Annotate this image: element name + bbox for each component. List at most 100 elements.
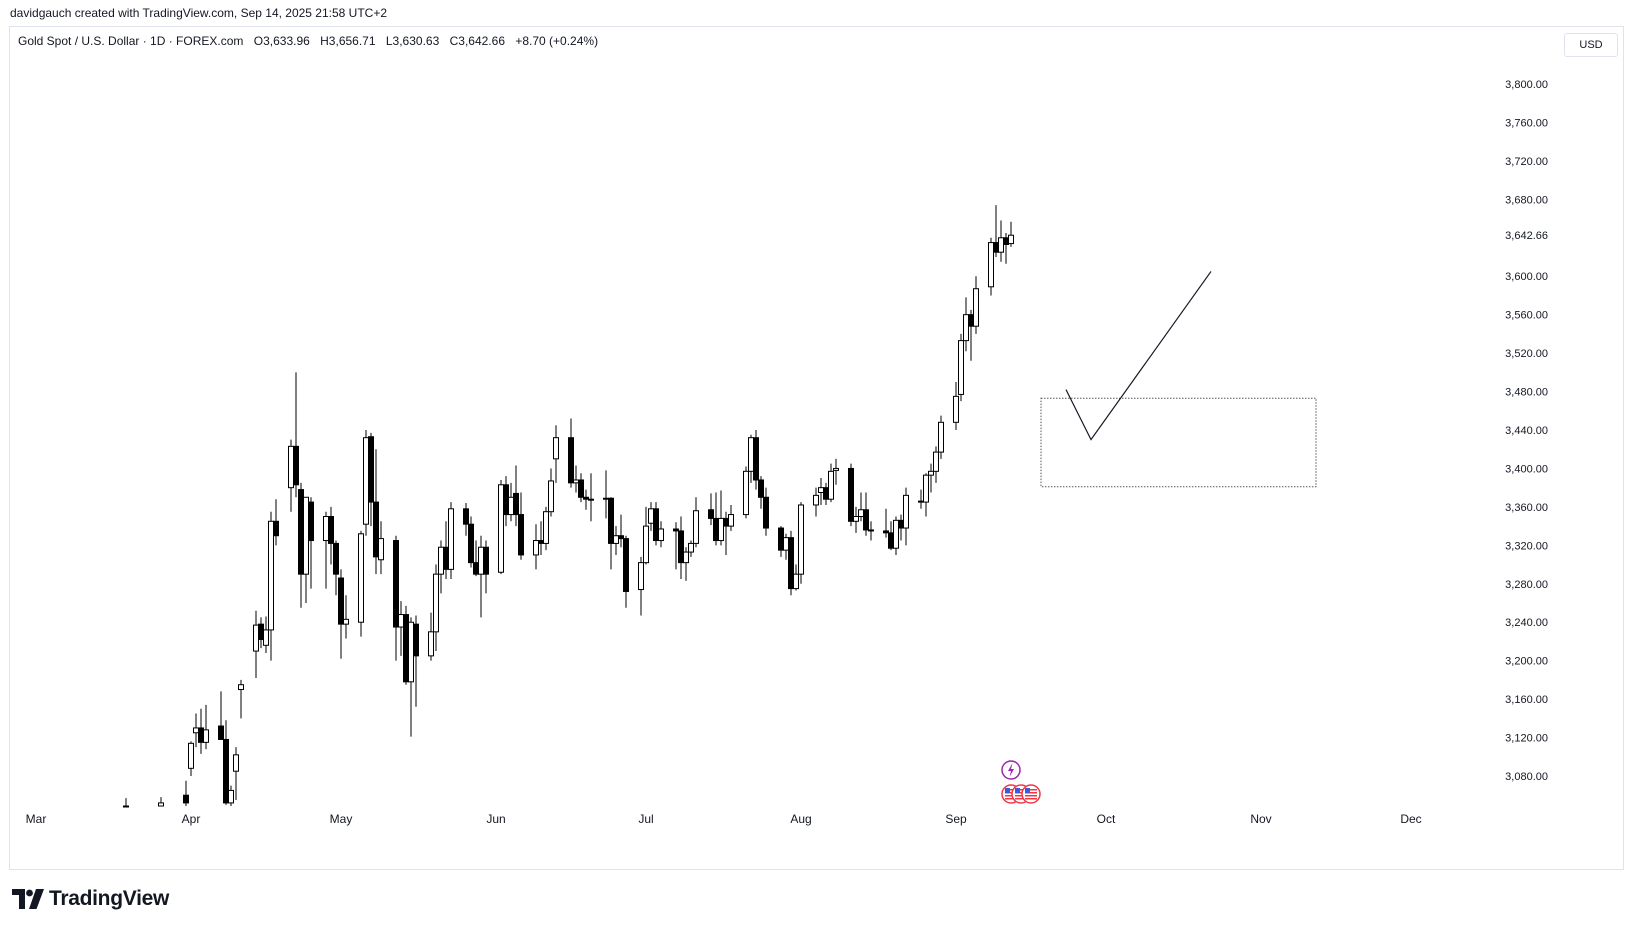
candle[interactable]	[958, 333, 964, 402]
candle[interactable]	[688, 540, 694, 557]
candle[interactable]	[513, 465, 519, 527]
candle[interactable]	[868, 521, 874, 541]
candle[interactable]	[713, 492, 719, 546]
candle[interactable]	[483, 540, 489, 594]
candle[interactable]	[288, 439, 294, 512]
candle[interactable]	[253, 610, 259, 678]
candle[interactable]	[798, 502, 804, 584]
candle[interactable]	[538, 521, 544, 555]
candle[interactable]	[938, 415, 944, 459]
candle[interactable]	[498, 479, 504, 575]
candle[interactable]	[648, 502, 654, 531]
candle[interactable]	[428, 612, 434, 661]
candle[interactable]	[898, 514, 904, 541]
candle[interactable]	[268, 511, 274, 661]
candle[interactable]	[503, 476, 509, 527]
candle[interactable]	[618, 514, 624, 548]
candle[interactable]	[833, 458, 839, 485]
candle[interactable]	[408, 617, 414, 737]
candle[interactable]	[973, 276, 979, 334]
candle[interactable]	[323, 511, 329, 589]
candle[interactable]	[548, 468, 554, 517]
candle[interactable]	[708, 493, 714, 526]
candle[interactable]	[553, 425, 559, 483]
candle[interactable]	[378, 521, 384, 575]
candle[interactable]	[778, 526, 784, 557]
candle[interactable]	[473, 540, 479, 577]
candle[interactable]	[263, 616, 269, 653]
candle[interactable]	[508, 482, 514, 522]
candle[interactable]	[413, 615, 419, 707]
candle[interactable]	[748, 434, 754, 483]
candle[interactable]	[613, 526, 619, 555]
candle[interactable]	[923, 473, 929, 517]
candle[interactable]	[218, 691, 224, 740]
candle[interactable]	[928, 463, 934, 493]
symbol-title[interactable]: Gold Spot / U.S. Dollar · 1D · FOREX.com	[18, 34, 244, 48]
candle[interactable]	[763, 487, 769, 536]
candle[interactable]	[568, 418, 574, 488]
candle[interactable]	[183, 780, 189, 806]
candle[interactable]	[368, 432, 374, 527]
candle[interactable]	[643, 506, 649, 565]
candle[interactable]	[398, 601, 404, 656]
candle[interactable]	[968, 309, 974, 361]
candle[interactable]	[693, 497, 699, 548]
candle[interactable]	[893, 516, 899, 555]
candle[interactable]	[358, 530, 364, 637]
tradingview-logo[interactable]: TradingView	[12, 884, 169, 914]
candle[interactable]	[883, 508, 889, 538]
candle[interactable]	[793, 564, 799, 591]
candle[interactable]	[623, 535, 629, 608]
candle[interactable]	[228, 785, 234, 806]
candle[interactable]	[258, 617, 264, 649]
candle[interactable]	[573, 465, 579, 493]
candle[interactable]	[518, 492, 524, 560]
candle[interactable]	[758, 476, 764, 509]
candle[interactable]	[853, 506, 859, 533]
candle[interactable]	[403, 605, 409, 685]
candle[interactable]	[903, 487, 909, 546]
candle[interactable]	[443, 521, 449, 579]
candle[interactable]	[683, 547, 689, 581]
candle[interactable]	[188, 741, 194, 776]
candle[interactable]	[1003, 232, 1009, 264]
currency-button[interactable]: USD	[1564, 33, 1618, 57]
candle[interactable]	[198, 708, 204, 754]
candle[interactable]	[203, 704, 209, 750]
candle[interactable]	[953, 381, 959, 430]
candle[interactable]	[723, 511, 729, 555]
us-flag-icon[interactable]	[1021, 784, 1041, 804]
candle[interactable]	[1008, 221, 1014, 247]
candle[interactable]	[438, 540, 444, 594]
candle[interactable]	[863, 492, 869, 536]
candle[interactable]	[123, 798, 129, 808]
candle[interactable]	[333, 540, 339, 596]
candle[interactable]	[578, 473, 584, 503]
candle[interactable]	[963, 297, 969, 352]
candle[interactable]	[463, 503, 469, 536]
projection-path[interactable]	[1065, 271, 1212, 441]
candle[interactable]	[448, 502, 454, 579]
candle[interactable]	[298, 482, 304, 608]
candle[interactable]	[753, 430, 759, 490]
candle[interactable]	[918, 489, 924, 509]
candle[interactable]	[813, 487, 819, 517]
candle[interactable]	[393, 535, 399, 661]
candle[interactable]	[823, 482, 829, 505]
candle[interactable]	[993, 205, 999, 257]
candle[interactable]	[193, 713, 199, 748]
candle[interactable]	[158, 797, 164, 807]
candle[interactable]	[653, 502, 659, 546]
candle[interactable]	[478, 535, 484, 618]
candle[interactable]	[603, 470, 609, 519]
candle[interactable]	[678, 516, 684, 579]
candle[interactable]	[308, 497, 314, 589]
candle[interactable]	[433, 564, 439, 652]
candle[interactable]	[858, 492, 864, 522]
candle[interactable]	[338, 569, 344, 659]
candle[interactable]	[533, 524, 539, 570]
candle[interactable]	[363, 430, 369, 536]
candle[interactable]	[783, 533, 789, 560]
